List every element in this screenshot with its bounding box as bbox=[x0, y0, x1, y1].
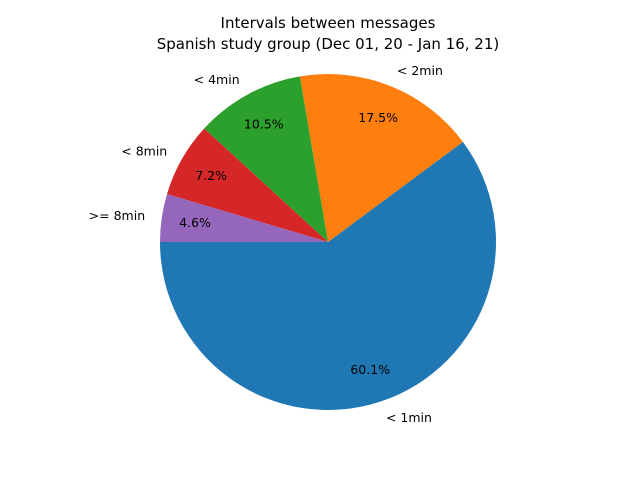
pie-slice bbox=[160, 141, 496, 410]
slice-label: < 4min bbox=[194, 72, 240, 87]
pie-slice bbox=[299, 74, 463, 242]
chart-title: Intervals between messages bbox=[221, 14, 436, 32]
slice-label: >= 8min bbox=[89, 208, 145, 223]
slice-percent-label: 17.5% bbox=[358, 110, 398, 125]
slice-label: < 2min bbox=[397, 63, 443, 78]
pie-slice bbox=[160, 194, 328, 242]
slice-label: < 8min bbox=[121, 143, 167, 158]
pie-slices bbox=[160, 74, 496, 410]
slice-percent-label: 10.5% bbox=[244, 116, 284, 131]
pie-slice bbox=[204, 76, 328, 242]
chart-subtitle: Spanish study group (Dec 01, 20 - Jan 16… bbox=[157, 35, 499, 53]
pie-labels: < 1min 60.1% < 2min 17.5% < 4min 10.5% < 8min 7… bbox=[89, 63, 443, 425]
slice-percent-label: 60.1% bbox=[350, 362, 390, 377]
slice-label: < 1min bbox=[386, 410, 432, 425]
slice-percent-label: 7.2% bbox=[195, 168, 227, 183]
slice-percent-label: 4.6% bbox=[179, 215, 211, 230]
pie-slice bbox=[166, 128, 328, 242]
